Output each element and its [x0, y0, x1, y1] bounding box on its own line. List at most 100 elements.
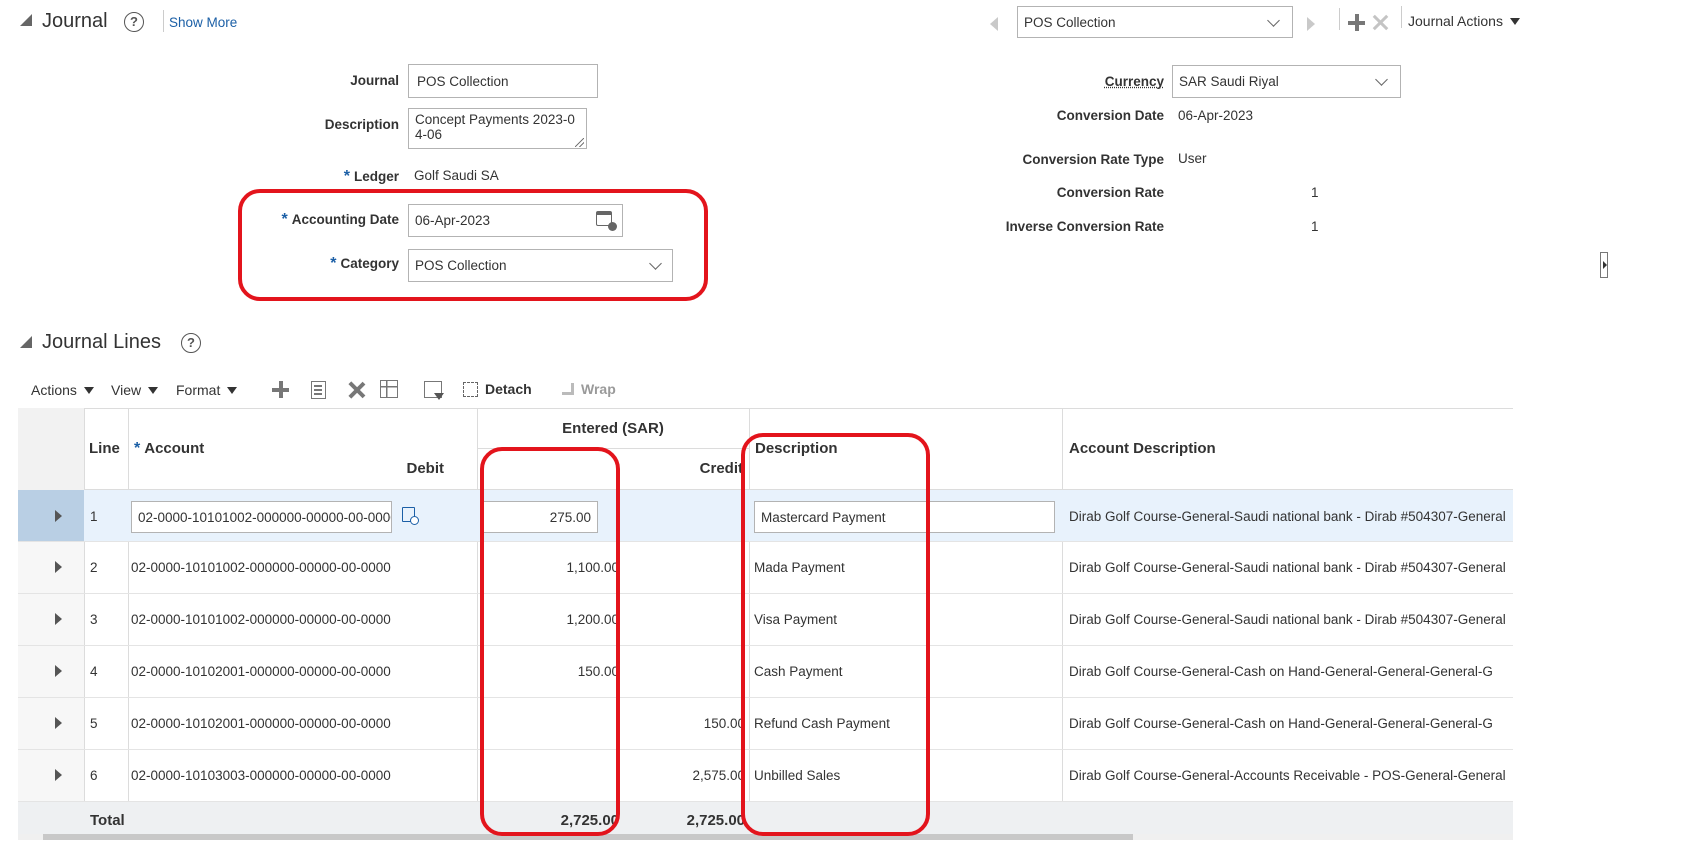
scrollbar-thumb[interactable] — [43, 834, 1133, 840]
debit-value[interactable]: 1,200.00 — [566, 612, 619, 627]
horizontal-scrollbar[interactable] — [18, 834, 1513, 840]
account-value[interactable]: 02-0000-10101002-000000-00000-00-0000 — [131, 612, 391, 627]
wrap-icon — [562, 383, 574, 395]
currency-select[interactable]: SAR Saudi Riyal — [1172, 65, 1401, 98]
account-description: Dirab Golf Course-General-Saudi national… — [1069, 612, 1506, 627]
debit-value[interactable]: 150.00 — [577, 664, 619, 679]
account-value[interactable]: 02-0000-10101002-000000-00000-00-0000 — [131, 560, 391, 575]
previous-record-icon[interactable] — [990, 17, 998, 31]
format-menu-label: Format — [176, 382, 221, 398]
journal-lines-title: Journal Lines — [42, 331, 161, 353]
wrap-button[interactable]: Wrap — [562, 381, 616, 397]
header-credit[interactable]: Credit — [699, 460, 743, 477]
account-search-icon[interactable] — [402, 507, 419, 525]
journal-lines-help-icon[interactable]: ? — [181, 333, 201, 353]
description-label: Description — [324, 117, 399, 132]
line-description-input[interactable]: Mastercard Payment — [754, 501, 1055, 533]
line-number: 4 — [90, 664, 98, 679]
debit-value[interactable]: 1,100.00 — [566, 560, 619, 575]
view-menu[interactable]: View — [111, 382, 159, 398]
caret-down-icon — [83, 386, 94, 394]
table-row[interactable]: 1 02-0000-10101002-000000-00000-00-0000 … — [18, 490, 1513, 542]
show-more-link[interactable]: Show More — [169, 15, 238, 30]
line-number: 6 — [90, 768, 98, 783]
format-menu[interactable]: Format — [176, 382, 238, 398]
account-value[interactable]: 02-0000-10102001-000000-00000-00-0000 — [131, 716, 391, 731]
description-textarea[interactable]: Concept Payments 2023-04-06 — [408, 108, 587, 149]
caret-down-icon — [1509, 17, 1520, 25]
header-entered-group: Entered (SAR) — [562, 420, 664, 437]
delete-journal-icon[interactable] — [1372, 14, 1389, 31]
account-description: Dirab Golf Course-General-Cash on Hand-G… — [1069, 716, 1493, 731]
journal-batch-select-value: POS Collection — [1024, 14, 1116, 30]
expand-row-icon[interactable] — [55, 717, 62, 729]
ledger-label: * Ledger — [344, 168, 399, 186]
header-line[interactable]: Line — [89, 440, 120, 457]
conversion-date-value: 06-Apr-2023 — [1178, 108, 1254, 123]
debit-input[interactable]: 275.00 — [481, 501, 598, 533]
line-description-value[interactable]: Unbilled Sales — [754, 768, 841, 783]
actions-menu[interactable]: Actions — [31, 382, 94, 398]
detach-button[interactable]: Detach — [463, 381, 532, 397]
category-value: POS Collection — [415, 258, 507, 273]
account-value[interactable]: 02-0000-10103003-000000-00000-00-0000 — [131, 768, 391, 783]
journal-help-icon[interactable]: ? — [124, 12, 144, 32]
row-selector[interactable] — [18, 490, 84, 541]
add-line-icon[interactable] — [272, 381, 289, 398]
expand-row-icon[interactable] — [55, 561, 62, 573]
header-account[interactable]: * Account — [134, 440, 204, 458]
chevron-down-icon — [1375, 73, 1388, 86]
expand-row-icon[interactable] — [55, 769, 62, 781]
journal-section-title: Journal — [42, 10, 108, 32]
query-by-example-icon[interactable] — [424, 381, 444, 400]
header-account-description[interactable]: Account Description — [1069, 440, 1216, 457]
expand-row-icon[interactable] — [55, 665, 62, 677]
account-value[interactable]: 02-0000-10102001-000000-00000-00-0000 — [131, 664, 391, 679]
wrap-label: Wrap — [581, 381, 616, 397]
journal-actions-menu[interactable]: Journal Actions — [1408, 13, 1520, 29]
required-mark: * — [330, 255, 337, 272]
accounting-date-input[interactable]: 06-Apr-2023 — [408, 204, 623, 237]
journal-batch-select[interactable]: POS Collection — [1017, 6, 1293, 38]
currency-label[interactable]: Currency — [1104, 74, 1164, 89]
credit-value[interactable]: 2,575.00 — [692, 768, 745, 783]
table-row[interactable]: 5 02-0000-10102001-000000-00000-00-0000 … — [18, 698, 1513, 750]
line-description-value: Mastercard Payment — [761, 509, 886, 525]
collapse-journal-lines-icon[interactable] — [20, 336, 32, 348]
expand-row-icon[interactable] — [55, 510, 62, 522]
line-description-value[interactable]: Refund Cash Payment — [754, 716, 890, 731]
accounting-date-label: * Accounting Date — [282, 211, 400, 229]
next-record-icon[interactable] — [1307, 17, 1315, 31]
header-description[interactable]: Description — [755, 440, 838, 457]
table-row[interactable]: 4 02-0000-10102001-000000-00000-00-0000 … — [18, 646, 1513, 698]
panel-toggle-button[interactable] — [1600, 252, 1608, 278]
delete-line-icon[interactable] — [348, 381, 366, 399]
row-selector[interactable] — [18, 750, 84, 801]
journal-lines-table: Line * Account Entered (SAR) Debit Credit… — [18, 408, 1513, 848]
table-row[interactable]: 2 02-0000-10101002-000000-00000-00-0000 … — [18, 542, 1513, 594]
grid-columns-icon[interactable] — [380, 380, 398, 398]
calendar-icon[interactable] — [596, 211, 617, 231]
table-row[interactable]: 6 02-0000-10103003-000000-00000-00-0000 … — [18, 750, 1513, 802]
accounting-date-value: 06-Apr-2023 — [415, 213, 491, 228]
line-description-value[interactable]: Visa Payment — [754, 612, 838, 627]
row-selector[interactable] — [18, 542, 84, 593]
add-journal-icon[interactable] — [1348, 14, 1365, 31]
header-debit[interactable]: Debit — [406, 460, 445, 477]
journal-name-input[interactable]: POS Collection — [408, 64, 598, 98]
total-debit: 2,725.00 — [560, 812, 619, 829]
line-number: 3 — [90, 612, 98, 627]
credit-value[interactable]: 150.00 — [703, 716, 745, 731]
duplicate-line-icon[interactable] — [311, 381, 326, 399]
expand-row-icon[interactable] — [55, 613, 62, 625]
collapse-journal-icon[interactable] — [20, 14, 32, 26]
resize-handle-icon[interactable] — [575, 138, 584, 147]
account-input[interactable]: 02-0000-10101002-000000-00000-00-0000 — [131, 501, 392, 533]
table-row[interactable]: 3 02-0000-10101002-000000-00000-00-0000 … — [18, 594, 1513, 646]
row-selector[interactable] — [18, 646, 84, 697]
row-selector[interactable] — [18, 594, 84, 645]
line-description-value[interactable]: Cash Payment — [754, 664, 843, 679]
category-select[interactable]: POS Collection — [408, 249, 673, 282]
line-description-value[interactable]: Mada Payment — [754, 560, 845, 575]
row-selector[interactable] — [18, 698, 84, 749]
